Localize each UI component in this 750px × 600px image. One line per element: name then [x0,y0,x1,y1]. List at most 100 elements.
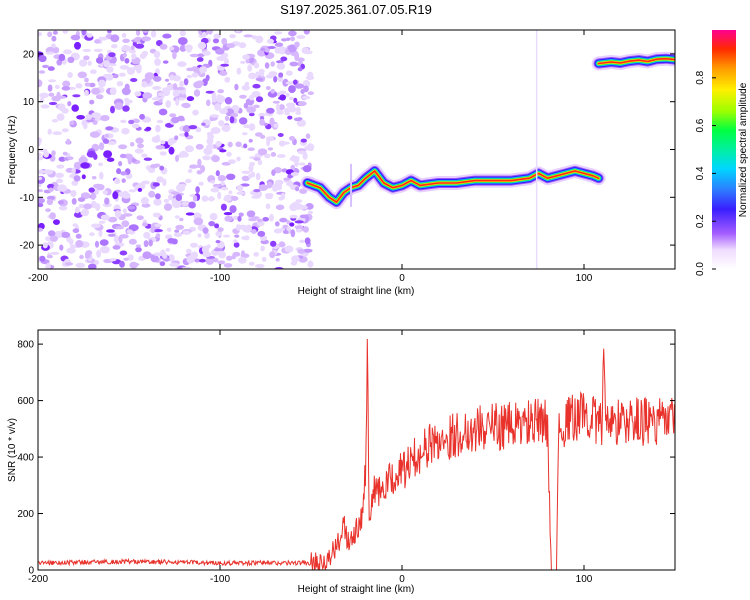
noise-blob [278,241,286,248]
noise-blob [83,55,90,61]
noise-blob [148,239,153,247]
noise-blob [215,170,220,177]
noise-blob [151,97,161,101]
noise-blob [194,258,201,263]
noise-blob [66,138,71,145]
noise-blob [267,147,274,151]
noise-blob [234,234,240,238]
noise-blob [159,43,168,50]
noise-blob [211,155,220,163]
noise-blob [119,65,130,70]
noise-blob [62,30,69,34]
noise-blob [47,183,55,190]
noise-blob [302,95,311,100]
noise-blob [287,104,296,112]
noise-blob [243,143,248,149]
noise-blob [38,55,47,63]
noise-blob [165,100,171,109]
noise-blob [153,229,163,233]
noise-blob [277,46,288,55]
noise-blob [257,49,266,57]
noise-blob [219,108,228,115]
noise-blob [279,94,287,101]
colorbar-ticks: 0.0 0.2 0.4 0.6 0.8 [695,70,716,276]
noise-blob [142,30,149,33]
noise-blob [98,142,105,151]
noise-blob [192,109,199,116]
noise-blob [95,57,104,64]
noise-blob [107,30,112,34]
noise-blob [238,256,247,264]
noise-blob [128,49,137,54]
noise-blob [156,119,163,124]
noise-blob [47,128,52,135]
noise-blob [121,127,130,135]
noise-blob [215,140,222,147]
noise-blob [179,80,184,89]
noise-blob [200,165,206,173]
noise-blob [116,168,122,175]
noise-blob [215,230,223,237]
noise-blob [104,197,110,205]
noise-blob [262,217,270,222]
noise-blob [99,239,109,246]
noise-blob [119,153,127,159]
noise-blob [185,212,195,216]
noise-blob [121,87,131,96]
noise-blob [258,112,266,118]
noise-blob [250,171,256,178]
noise-blob [243,34,253,38]
noise-blob [61,128,69,133]
noise-blob [267,46,276,49]
noise-blob [236,191,245,195]
noise-blob [58,206,68,211]
noise-blob [247,147,255,151]
noise-blob [58,53,66,62]
noise-blob [119,260,125,268]
noise-blob [73,161,82,170]
noise-blob [70,190,77,197]
noise-blob [264,193,274,198]
noise-blob [156,176,164,183]
ridge-band [306,170,600,203]
noise-blob [56,113,65,121]
noise-blob [255,96,264,103]
noise-blob [143,240,149,248]
noise-blob [290,229,296,238]
noise-blob [296,119,306,127]
y-tick-label: 600 [17,396,34,407]
noise-blob [131,123,140,129]
noise-blob [175,87,185,91]
noise-blob [56,178,64,184]
noise-blob [69,120,75,126]
noise-blob [241,170,251,174]
noise-blob [95,94,104,100]
noise-blob [251,216,260,220]
noise-blob [275,258,280,262]
colorbar: 0.0 0.2 0.4 0.6 0.8 Normalized spectral ampl… [695,30,749,276]
noise-blob [224,115,230,122]
noise-blob [177,61,187,67]
noise-blob [271,169,276,176]
noise-blob [137,187,143,192]
noise-blob [144,72,155,80]
noise-blob [279,90,287,95]
noise-blob [195,127,202,133]
noise-blob [298,205,308,210]
noise-blob [175,154,179,162]
noise-blob [89,99,95,105]
noise-blob [293,51,300,59]
noise-blob [196,213,203,218]
noise-blob [253,252,259,257]
noise-blob [210,187,220,193]
noise-blob [273,228,283,234]
noise-blob [221,37,228,45]
noise-blob [173,232,183,238]
noise-blob [307,91,314,96]
noise-blob [84,89,89,97]
noise-blob [110,34,120,43]
noise-blob [131,53,137,60]
noise-blob [182,125,191,133]
noise-blob [217,191,222,200]
